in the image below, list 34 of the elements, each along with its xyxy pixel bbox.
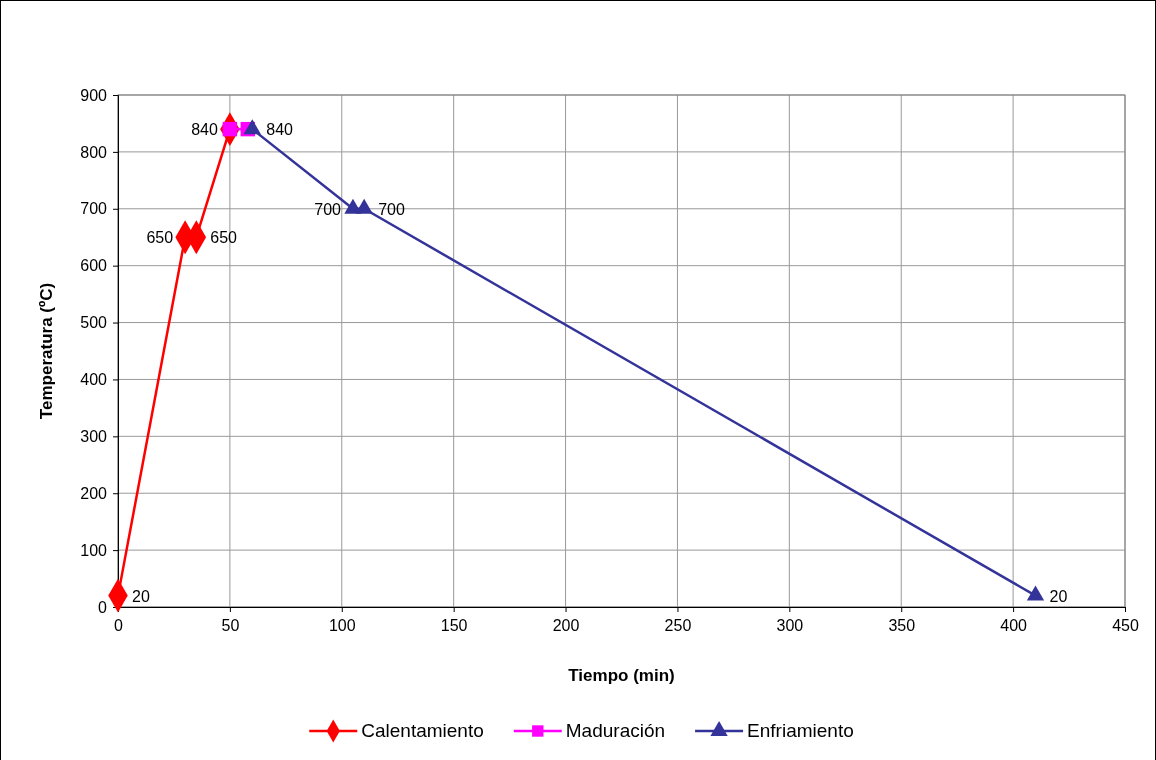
x-tick-label: 250 (664, 617, 692, 635)
x-tick-label: 150 (440, 617, 468, 635)
data-label: 700 (378, 200, 405, 218)
x-tick-label: 450 (1112, 617, 1139, 635)
legend-label: Maduración (565, 720, 666, 741)
y-tick-label: 0 (98, 598, 108, 616)
x-tick-label: 100 (328, 617, 356, 635)
x-tick-label: 200 (552, 617, 580, 635)
y-tick-label: 600 (80, 257, 108, 275)
y-tick-label: 300 (80, 427, 108, 445)
y-tick-label: 500 (80, 314, 108, 332)
data-label: 20 (132, 587, 150, 605)
x-tick-label: 350 (888, 617, 916, 635)
x-tick-label: 400 (1000, 617, 1028, 635)
data-label: 700 (314, 200, 342, 218)
data-label: 840 (266, 121, 294, 139)
y-axis-title: Temperatura (ºC) (37, 282, 56, 420)
x-tick-label: 50 (221, 617, 240, 635)
point (243, 119, 261, 135)
y-tick-label: 200 (80, 484, 108, 502)
y-tick-label: 100 (80, 541, 108, 559)
data-label: 840 (191, 121, 218, 139)
data-label: 650 (210, 229, 238, 247)
y-tick-label: 700 (80, 200, 108, 218)
x-tick-label: 0 (114, 617, 124, 635)
data-label: 20 (1049, 587, 1068, 605)
x-axis-title: Tiempo (min) (568, 666, 675, 685)
x-tick-label: 300 (776, 617, 804, 635)
legend-label: Calentamiento (361, 720, 484, 741)
y-tick-label: 800 (80, 143, 108, 161)
y-tick-label: 900 (80, 86, 108, 104)
data-label: 650 (146, 229, 174, 247)
legend-label: Enfriamiento (747, 720, 854, 741)
y-tick-label: 400 (80, 371, 108, 389)
